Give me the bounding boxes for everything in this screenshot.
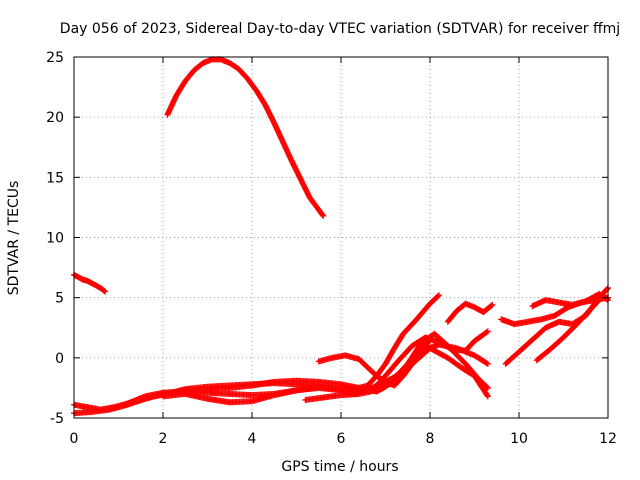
data-point <box>484 392 491 399</box>
series-arc-high <box>164 56 327 219</box>
x-tick-label: 12 <box>599 431 617 447</box>
x-tick-label: 6 <box>337 431 346 447</box>
data-point <box>426 337 433 344</box>
data-point <box>604 286 611 293</box>
data-point <box>484 360 491 367</box>
y-tick-label: 10 <box>46 231 64 247</box>
series-arc-f <box>302 345 491 403</box>
y-tick-label: 0 <box>55 351 64 367</box>
data-point <box>484 328 491 335</box>
grid <box>74 57 608 418</box>
x-tick-labels: 0 2 4 6 8 10 12 <box>70 431 617 447</box>
plot-series <box>71 56 611 417</box>
data-point <box>319 211 326 218</box>
x-tick-label: 0 <box>70 431 79 447</box>
data-point <box>484 384 491 391</box>
series-arc-g <box>444 300 496 325</box>
y-axis-label: SDTVAR / TECUs <box>6 181 22 296</box>
data-point <box>427 336 433 343</box>
x-tick-label: 2 <box>159 431 168 447</box>
x-axis-label: GPS time / hours <box>281 459 398 475</box>
y-tick-label: 15 <box>46 170 64 186</box>
data-point <box>101 287 108 294</box>
series-arc-early <box>71 271 109 295</box>
x-tick-label: 8 <box>426 431 435 447</box>
data-point <box>320 212 327 219</box>
y-tick-label: -5 <box>50 411 64 427</box>
y-tick-labels: -5 0 5 10 15 20 25 <box>46 50 64 427</box>
y-tick-label: 25 <box>46 50 64 66</box>
y-tick-label: 5 <box>55 291 64 307</box>
data-point <box>483 329 490 336</box>
y-tick-label: 20 <box>46 110 64 126</box>
data-point <box>484 393 491 400</box>
data-point <box>488 302 495 309</box>
data-point <box>435 292 442 299</box>
data-point <box>434 293 441 300</box>
x-tick-label: 4 <box>248 431 257 447</box>
data-point <box>489 301 496 308</box>
series-arc-j <box>533 292 607 364</box>
x-tick-label: 10 <box>510 431 528 447</box>
data-point <box>102 288 109 295</box>
data-point <box>483 360 490 367</box>
chart-title: Day 056 of 2023, Sidereal Day-to-day VTE… <box>60 21 620 37</box>
axis-ticks <box>73 56 609 419</box>
